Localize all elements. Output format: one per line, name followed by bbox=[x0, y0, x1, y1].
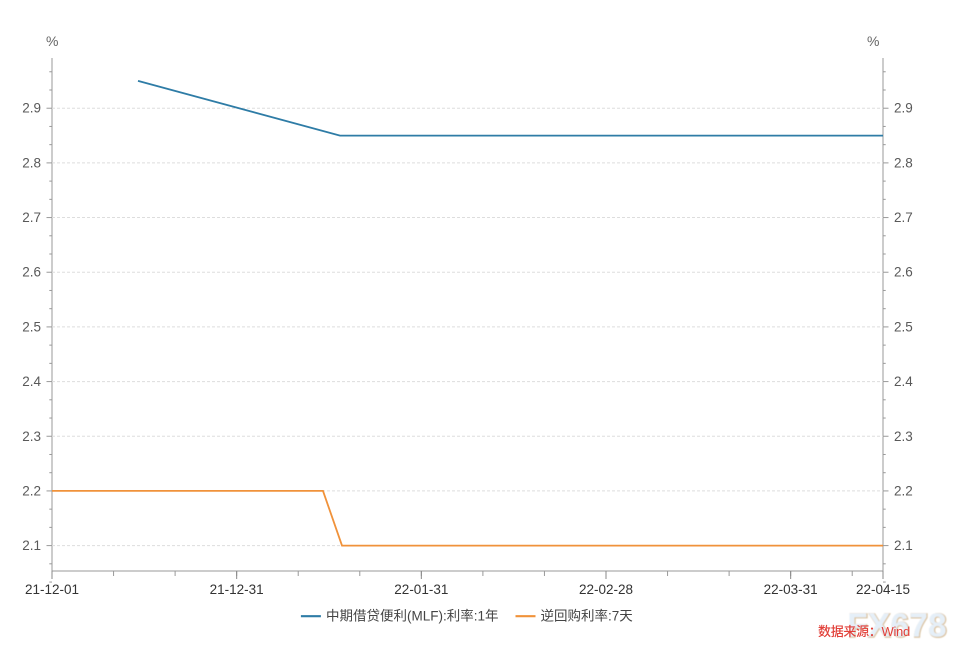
svg-text:逆回购利率:7天: 逆回购利率:7天 bbox=[541, 608, 634, 624]
svg-text:2.9: 2.9 bbox=[22, 101, 41, 116]
svg-text:2.6: 2.6 bbox=[894, 265, 913, 280]
svg-text:2.7: 2.7 bbox=[894, 210, 913, 225]
svg-text:2.9: 2.9 bbox=[894, 101, 913, 116]
svg-text:2.1: 2.1 bbox=[894, 538, 913, 553]
svg-text:22-01-31: 22-01-31 bbox=[394, 582, 448, 597]
svg-text:22-02-28: 22-02-28 bbox=[579, 582, 633, 597]
svg-text:2.8: 2.8 bbox=[894, 155, 913, 170]
svg-text:2.1: 2.1 bbox=[22, 538, 41, 553]
svg-text:2.5: 2.5 bbox=[894, 319, 913, 334]
svg-text:21-12-01: 21-12-01 bbox=[25, 582, 79, 597]
svg-text:2.2: 2.2 bbox=[22, 483, 41, 498]
svg-text:2.7: 2.7 bbox=[22, 210, 41, 225]
svg-text:22-04-15: 22-04-15 bbox=[856, 582, 910, 597]
svg-text:21-12-31: 21-12-31 bbox=[210, 582, 264, 597]
svg-text:数据来源：Wind: 数据来源：Wind bbox=[818, 624, 910, 639]
svg-text:22-03-31: 22-03-31 bbox=[764, 582, 818, 597]
svg-text:2.4: 2.4 bbox=[894, 374, 913, 389]
svg-text:%: % bbox=[867, 33, 879, 49]
svg-text:2.5: 2.5 bbox=[22, 319, 41, 334]
svg-text:2.6: 2.6 bbox=[22, 265, 41, 280]
svg-text:2.4: 2.4 bbox=[22, 374, 41, 389]
svg-text:2.3: 2.3 bbox=[22, 429, 41, 444]
svg-text:中期借贷便利(MLF):利率:1年: 中期借贷便利(MLF):利率:1年 bbox=[326, 608, 499, 624]
svg-text:2.3: 2.3 bbox=[894, 429, 913, 444]
svg-text:%: % bbox=[46, 33, 58, 49]
svg-text:2.2: 2.2 bbox=[894, 483, 913, 498]
svg-text:2.8: 2.8 bbox=[22, 155, 41, 170]
